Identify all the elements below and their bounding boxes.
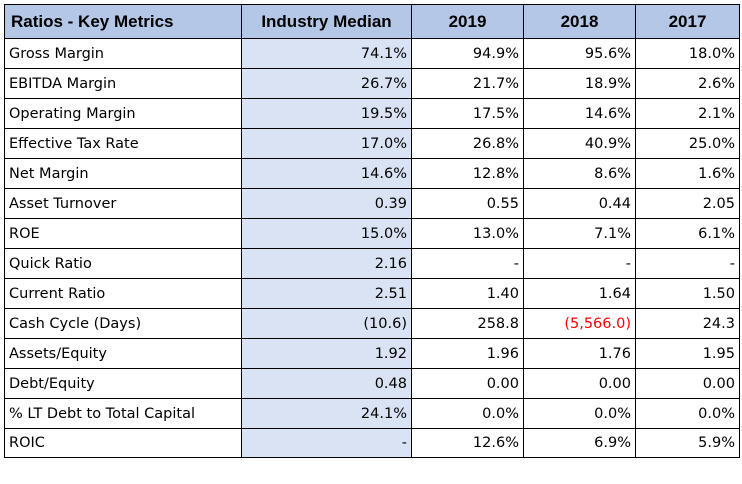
industry-median-value: 14.6% bbox=[241, 158, 412, 189]
industry-median-value: 19.5% bbox=[241, 98, 412, 129]
metric-label: % LT Debt to Total Capital bbox=[4, 398, 242, 429]
value-2018: 14.6% bbox=[523, 98, 636, 129]
value-2018: 40.9% bbox=[523, 128, 636, 159]
table-row: Effective Tax Rate 17.0% 26.8% 40.9% 25.… bbox=[4, 128, 740, 159]
value-2017: - bbox=[635, 248, 740, 279]
value-2019: 12.8% bbox=[411, 158, 524, 189]
value-2019: 0.0% bbox=[411, 398, 524, 429]
industry-median-value: 26.7% bbox=[241, 68, 412, 99]
value-2017: 5.9% bbox=[635, 428, 740, 458]
metric-label: ROIC bbox=[4, 428, 242, 458]
header-year-2019: 2019 bbox=[411, 4, 524, 39]
industry-median-value: (10.6) bbox=[241, 308, 412, 339]
value-2019: 258.8 bbox=[411, 308, 524, 339]
value-2018: - bbox=[523, 248, 636, 279]
value-2019: 17.5% bbox=[411, 98, 524, 129]
value-2019: 1.96 bbox=[411, 338, 524, 369]
metric-label: ROE bbox=[4, 218, 242, 249]
value-2018: 6.9% bbox=[523, 428, 636, 458]
value-2019: - bbox=[411, 248, 524, 279]
value-2018: 7.1% bbox=[523, 218, 636, 249]
table-row: Operating Margin 19.5% 17.5% 14.6% 2.1% bbox=[4, 98, 740, 129]
table-row: Cash Cycle (Days) (10.6) 258.8 (5,566.0)… bbox=[4, 308, 740, 339]
metric-label: Operating Margin bbox=[4, 98, 242, 129]
industry-median-value: - bbox=[241, 428, 412, 458]
metric-label: EBITDA Margin bbox=[4, 68, 242, 99]
key-metrics-table: Ratios - Key Metrics Industry Median 201… bbox=[4, 4, 740, 458]
value-2017: 0.0% bbox=[635, 398, 740, 429]
value-2017: 18.0% bbox=[635, 38, 740, 69]
industry-median-value: 74.1% bbox=[241, 38, 412, 69]
industry-median-value: 1.92 bbox=[241, 338, 412, 369]
table-row: Current Ratio 2.51 1.40 1.64 1.50 bbox=[4, 278, 740, 309]
industry-median-value: 0.39 bbox=[241, 188, 412, 219]
value-2018: 1.64 bbox=[523, 278, 636, 309]
metric-label: Cash Cycle (Days) bbox=[4, 308, 242, 339]
industry-median-value: 2.51 bbox=[241, 278, 412, 309]
value-2018: 0.0% bbox=[523, 398, 636, 429]
value-2018: 1.76 bbox=[523, 338, 636, 369]
value-2017: 1.95 bbox=[635, 338, 740, 369]
value-2018: 95.6% bbox=[523, 38, 636, 69]
value-2017: 2.05 bbox=[635, 188, 740, 219]
metric-label: Quick Ratio bbox=[4, 248, 242, 279]
value-2018-negative: (5,566.0) bbox=[523, 308, 636, 339]
table-row: Asset Turnover 0.39 0.55 0.44 2.05 bbox=[4, 188, 740, 219]
header-year-2018: 2018 bbox=[523, 4, 636, 39]
value-2017: 1.6% bbox=[635, 158, 740, 189]
value-2019: 21.7% bbox=[411, 68, 524, 99]
industry-median-value: 24.1% bbox=[241, 398, 412, 429]
table-row: EBITDA Margin 26.7% 21.7% 18.9% 2.6% bbox=[4, 68, 740, 99]
value-2019: 12.6% bbox=[411, 428, 524, 458]
value-2018: 18.9% bbox=[523, 68, 636, 99]
industry-median-value: 0.48 bbox=[241, 368, 412, 399]
value-2019: 26.8% bbox=[411, 128, 524, 159]
value-2019: 13.0% bbox=[411, 218, 524, 249]
metric-label: Effective Tax Rate bbox=[4, 128, 242, 159]
value-2018: 0.00 bbox=[523, 368, 636, 399]
industry-median-value: 2.16 bbox=[241, 248, 412, 279]
value-2018: 8.6% bbox=[523, 158, 636, 189]
value-2017: 0.00 bbox=[635, 368, 740, 399]
value-2017: 24.3 bbox=[635, 308, 740, 339]
table-row: Net Margin 14.6% 12.8% 8.6% 1.6% bbox=[4, 158, 740, 189]
value-2017: 1.50 bbox=[635, 278, 740, 309]
header-row: Ratios - Key Metrics Industry Median 201… bbox=[4, 4, 740, 39]
table-row: ROIC - 12.6% 6.9% 5.9% bbox=[4, 428, 740, 458]
metric-label: Debt/Equity bbox=[4, 368, 242, 399]
value-2018: 0.44 bbox=[523, 188, 636, 219]
header-metrics: Ratios - Key Metrics bbox=[4, 4, 242, 39]
value-2019: 1.40 bbox=[411, 278, 524, 309]
value-2019: 0.55 bbox=[411, 188, 524, 219]
value-2017: 2.1% bbox=[635, 98, 740, 129]
industry-median-value: 17.0% bbox=[241, 128, 412, 159]
metric-label: Asset Turnover bbox=[4, 188, 242, 219]
table-row: ROE 15.0% 13.0% 7.1% 6.1% bbox=[4, 218, 740, 249]
metric-label: Net Margin bbox=[4, 158, 242, 189]
key-metrics-sheet: Ratios - Key Metrics Industry Median 201… bbox=[4, 4, 740, 458]
metric-label: Current Ratio bbox=[4, 278, 242, 309]
table-row: Debt/Equity 0.48 0.00 0.00 0.00 bbox=[4, 368, 740, 399]
table-row: % LT Debt to Total Capital 24.1% 0.0% 0.… bbox=[4, 398, 740, 429]
header-year-2017: 2017 bbox=[635, 4, 740, 39]
header-industry-median: Industry Median bbox=[241, 4, 412, 39]
value-2017: 25.0% bbox=[635, 128, 740, 159]
metric-label: Gross Margin bbox=[4, 38, 242, 69]
industry-median-value: 15.0% bbox=[241, 218, 412, 249]
value-2019: 0.00 bbox=[411, 368, 524, 399]
table-row: Assets/Equity 1.92 1.96 1.76 1.95 bbox=[4, 338, 740, 369]
value-2019: 94.9% bbox=[411, 38, 524, 69]
table-row: Quick Ratio 2.16 - - - bbox=[4, 248, 740, 279]
value-2017: 2.6% bbox=[635, 68, 740, 99]
value-2017: 6.1% bbox=[635, 218, 740, 249]
metric-label: Assets/Equity bbox=[4, 338, 242, 369]
table-row: Gross Margin 74.1% 94.9% 95.6% 18.0% bbox=[4, 38, 740, 69]
